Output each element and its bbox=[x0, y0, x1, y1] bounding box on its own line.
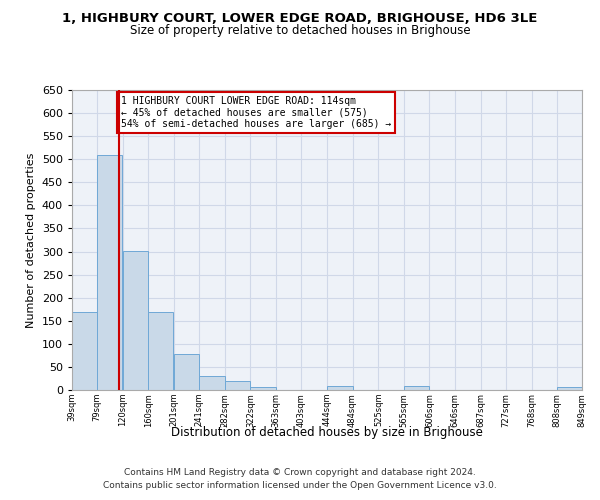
Bar bbox=[404, 386, 429, 390]
Bar bbox=[225, 381, 250, 390]
Bar bbox=[328, 386, 353, 390]
Text: Distribution of detached houses by size in Brighouse: Distribution of detached houses by size … bbox=[171, 426, 483, 439]
Bar bbox=[72, 312, 97, 390]
Text: Contains public sector information licensed under the Open Government Licence v3: Contains public sector information licen… bbox=[103, 480, 497, 490]
Text: Contains HM Land Registry data © Crown copyright and database right 2024.: Contains HM Land Registry data © Crown c… bbox=[124, 468, 476, 477]
Bar bbox=[148, 312, 173, 390]
Bar bbox=[199, 376, 224, 390]
Bar bbox=[174, 354, 199, 390]
Y-axis label: Number of detached properties: Number of detached properties bbox=[26, 152, 36, 328]
Bar bbox=[97, 154, 122, 390]
Text: 1 HIGHBURY COURT LOWER EDGE ROAD: 114sqm
← 45% of detached houses are smaller (5: 1 HIGHBURY COURT LOWER EDGE ROAD: 114sqm… bbox=[121, 96, 391, 128]
Text: Size of property relative to detached houses in Brighouse: Size of property relative to detached ho… bbox=[130, 24, 470, 37]
Bar bbox=[250, 387, 275, 390]
Bar bbox=[557, 387, 582, 390]
Bar bbox=[123, 250, 148, 390]
Text: 1, HIGHBURY COURT, LOWER EDGE ROAD, BRIGHOUSE, HD6 3LE: 1, HIGHBURY COURT, LOWER EDGE ROAD, BRIG… bbox=[62, 12, 538, 26]
